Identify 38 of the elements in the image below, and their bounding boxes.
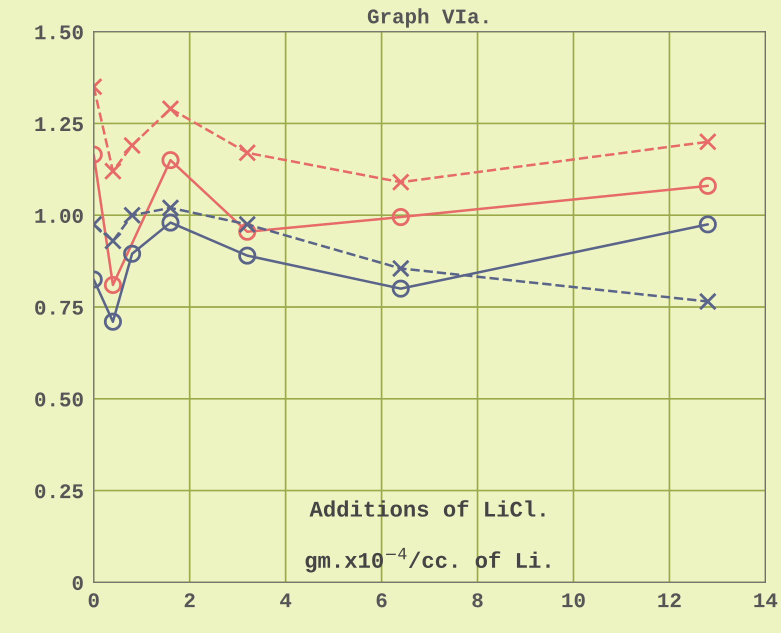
point: [698, 132, 717, 151]
point: [238, 144, 256, 162]
x-tick-label: 0: [88, 593, 99, 608]
point: [392, 173, 410, 192]
point: [698, 215, 717, 234]
point: [238, 215, 256, 234]
point: [161, 214, 180, 232]
point: [392, 280, 410, 298]
point: [161, 151, 180, 170]
x-tick-label: 6: [376, 593, 387, 608]
y-tick-label: 1.00: [35, 208, 83, 223]
y-tick-label: 0.75: [35, 300, 83, 315]
y-tick-label: 1.50: [35, 25, 83, 40]
point: [123, 136, 142, 154]
point: [392, 259, 410, 278]
point: [698, 176, 717, 195]
x-tick-label: 2: [184, 593, 195, 608]
y-tick-label: 1.25: [35, 117, 83, 132]
point: [161, 198, 180, 217]
chart-title: Graph VIa.: [368, 8, 488, 28]
x-tick-label: 8: [472, 593, 483, 608]
point: [238, 246, 256, 265]
x-tick-label: 4: [280, 593, 292, 608]
y-tick-label: 0.25: [35, 484, 83, 498]
point: [104, 162, 122, 180]
point: [392, 208, 410, 226]
point: [104, 276, 122, 294]
point: [104, 232, 122, 250]
x-tick-label: 12: [658, 593, 681, 608]
point: [161, 100, 180, 118]
point: [123, 244, 142, 263]
x-tick-label: 10: [562, 593, 585, 608]
point: [698, 292, 717, 311]
y-tick-label: 0: [72, 576, 83, 590]
x-tick-label: 14: [754, 593, 778, 608]
point: [104, 312, 122, 331]
point: [123, 206, 142, 224]
y-tick-label: 0.50: [35, 392, 83, 407]
